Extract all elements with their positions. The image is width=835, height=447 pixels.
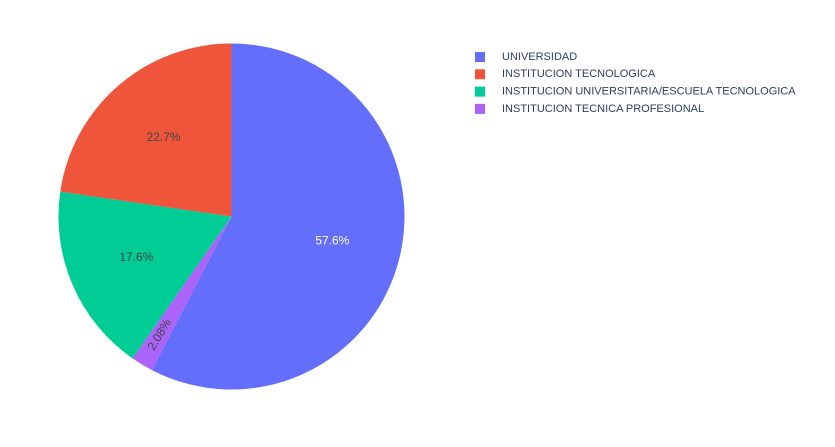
- legend-swatch: [475, 86, 485, 97]
- legend-label: UNIVERSIDAD: [502, 51, 577, 63]
- legend-swatch: [475, 52, 485, 62]
- pie-slices: [58, 43, 405, 390]
- legend-item-institucion-tecnica-profesional[interactable]: INSTITUCION TECNICA PROFESIONAL: [475, 103, 704, 115]
- legend: UNIVERSIDAD INSTITUCION TECNOLOGICA INSTIT…: [475, 51, 796, 115]
- pie-slice-universidad[interactable]: [151, 43, 405, 390]
- legend-item-institucion-tecnologica[interactable]: INSTITUCION TECNOLOGICA: [475, 68, 656, 80]
- legend-label: INSTITUCION TECNOLOGICA: [502, 68, 656, 80]
- legend-item-universidad[interactable]: UNIVERSIDAD: [475, 51, 577, 63]
- pie-slice-institucion-tecnologica[interactable]: [60, 43, 232, 217]
- pie-slice-institucion-tecnica-profesional[interactable]: [132, 216, 232, 371]
- pie-slice-institucion-universitaria-escuela-tecnologica[interactable]: [58, 191, 232, 359]
- legend-swatch: [475, 103, 485, 114]
- slice-label-institucion-universitaria-escuela-tecnologica: 17.6%: [119, 250, 153, 264]
- legend-label: INSTITUCION UNIVERSITARIA/ESCUELA TECNOL…: [502, 86, 796, 98]
- slice-label-institucion-tecnologica: 22.7%: [147, 130, 181, 144]
- legend-item-institucion-universitaria-escuela-tecnologica[interactable]: INSTITUCION UNIVERSITARIA/ESCUELA TECNOL…: [475, 86, 796, 98]
- legend-label: INSTITUCION TECNICA PROFESIONAL: [502, 103, 704, 115]
- pie-slice-labels: 57.6%2.08%17.6%22.7%: [119, 130, 349, 353]
- legend-swatch: [475, 69, 485, 80]
- slice-label-universidad: 57.6%: [315, 233, 349, 247]
